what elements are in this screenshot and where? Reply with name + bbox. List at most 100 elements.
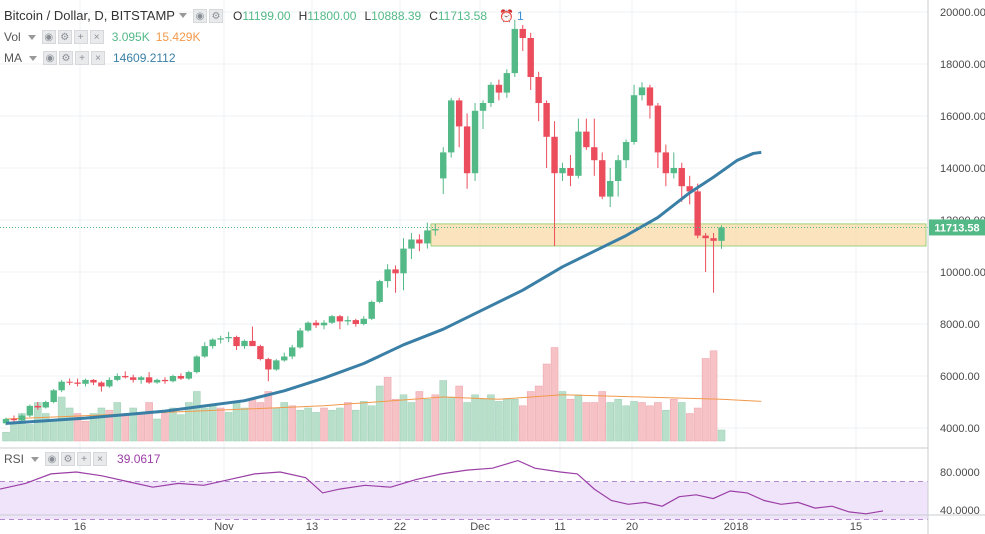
volume-bar <box>129 407 137 442</box>
volume-bar <box>709 350 718 442</box>
eye-icon[interactable]: ◉ <box>192 8 207 23</box>
symbol-title[interactable]: Bitcoin / Dollar, D, BITSTAMP <box>4 8 175 23</box>
close-icon[interactable]: × <box>93 452 108 466</box>
settings-icon[interactable]: ⚙ <box>61 452 76 466</box>
rsi-label[interactable]: RSI <box>4 452 25 466</box>
candle-body <box>352 320 359 324</box>
volume-bar <box>272 407 281 442</box>
volume-bar <box>240 407 249 442</box>
settings-icon[interactable]: ⚙ <box>57 30 72 44</box>
volume-bar <box>431 394 440 442</box>
eye-icon[interactable]: ◉ <box>43 51 57 65</box>
time-tick-label: Dec <box>470 521 490 533</box>
candle-body <box>289 347 296 357</box>
candle-body <box>702 235 709 239</box>
close-icon[interactable]: × <box>89 30 104 44</box>
rsi-tick-label: 40.0000 <box>940 505 980 517</box>
candle-body <box>662 152 670 174</box>
volume-bar <box>598 391 606 442</box>
symbol-legend: Bitcoin / Dollar, D, BITSTAMP ◉ ⚙ O 11199… <box>4 8 524 23</box>
candle-body <box>670 168 677 174</box>
candle-body <box>145 377 153 383</box>
volume-bar <box>391 398 400 442</box>
candle-body <box>678 168 685 187</box>
volume-bar <box>288 405 296 442</box>
ohlc-high-value: 11800.00 <box>307 8 357 23</box>
volume-bar <box>193 391 201 442</box>
volume-bar <box>328 409 336 442</box>
time-tick-label: 22 <box>394 521 406 533</box>
rsi-band <box>0 481 928 520</box>
candle-body <box>440 152 447 179</box>
eye-icon[interactable]: ◉ <box>45 452 60 466</box>
candle-body <box>567 168 574 176</box>
candle-body <box>257 346 264 360</box>
rsi-line <box>0 459 884 515</box>
candle-body <box>376 281 383 302</box>
add-icon[interactable]: + <box>75 51 89 65</box>
volume-value: 3.095K <box>111 30 150 44</box>
rsi-path <box>0 459 884 515</box>
chevron-down-icon[interactable] <box>178 13 187 18</box>
price-tick-label: 10000.00 <box>940 267 985 279</box>
candle-body <box>448 100 455 153</box>
candle-body <box>638 87 646 96</box>
rsi-band-fill <box>0 481 928 520</box>
volume-bar <box>455 385 463 442</box>
volume-label[interactable]: Vol <box>4 30 21 44</box>
volume-bar <box>693 407 702 442</box>
candle-body <box>583 131 590 148</box>
volume-bar <box>65 407 74 442</box>
candle-body <box>42 402 49 408</box>
volume-bar <box>26 424 34 442</box>
candle-body <box>193 356 200 373</box>
candle-body <box>543 103 550 137</box>
volume-bar <box>558 391 567 442</box>
alarm-icon[interactable]: ⏰ <box>499 8 514 23</box>
volume-bar <box>312 412 320 442</box>
candle-body <box>622 142 630 161</box>
volume-bar <box>18 413 26 442</box>
chevron-down-icon[interactable] <box>27 34 36 40</box>
ohlc-low-key: L <box>364 8 372 23</box>
add-icon[interactable]: + <box>77 452 92 466</box>
volume-bar <box>97 407 106 442</box>
volume-bar <box>352 409 360 442</box>
volume-bar <box>407 402 416 442</box>
add-icon[interactable]: + <box>73 30 88 44</box>
ohlc-high-key: H <box>298 8 308 23</box>
ma-value: 14609.2112 <box>113 51 176 65</box>
eye-icon[interactable]: ◉ <box>41 30 56 44</box>
settings-icon[interactable]: ⚙ <box>59 51 73 65</box>
volume-bar <box>534 385 543 442</box>
price-tick-label: 14000.00 <box>940 163 985 175</box>
candle-body <box>177 376 185 379</box>
rsi-value: 39.0617 <box>117 452 161 466</box>
volume-ma-value: 15.429K <box>155 30 201 44</box>
volume-bar <box>383 376 392 442</box>
volume-bar <box>296 409 304 442</box>
volume-bar <box>344 402 352 442</box>
candle-body <box>225 337 232 339</box>
chevron-down-icon[interactable] <box>31 456 40 462</box>
volume-bar <box>216 407 225 442</box>
volume-bar <box>320 407 328 442</box>
candle-body <box>630 95 638 142</box>
candle-body <box>614 160 622 181</box>
candle-body <box>607 181 614 197</box>
volume-bar <box>542 363 551 442</box>
close-icon[interactable]: × <box>91 51 105 65</box>
ohlc-low-value: 10888.39 <box>371 8 422 23</box>
time-tick-label: 13 <box>306 521 318 533</box>
volume-bar <box>185 402 193 442</box>
settings-icon[interactable]: ⚙ <box>208 8 223 23</box>
volume-bar <box>463 402 471 442</box>
volume-bar <box>566 398 575 442</box>
volume-bar <box>606 402 614 442</box>
candle-body <box>34 405 41 408</box>
volume-bar <box>678 402 686 442</box>
chevron-down-icon[interactable] <box>29 55 37 61</box>
ma-label[interactable]: MA <box>4 51 22 65</box>
candle-body <box>26 405 34 416</box>
